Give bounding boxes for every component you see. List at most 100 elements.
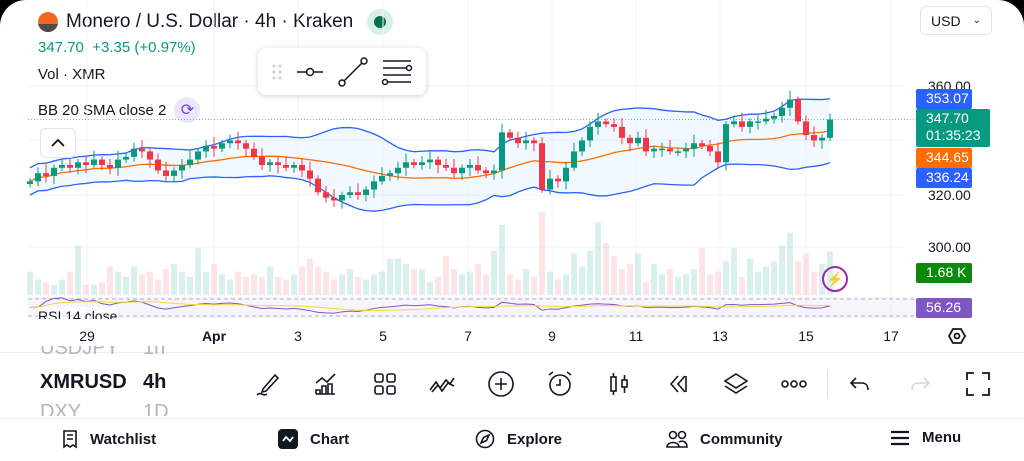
candle-body	[435, 159, 441, 166]
pencil-icon[interactable]	[254, 370, 282, 398]
candle-body	[739, 121, 745, 127]
volume-bar	[803, 253, 809, 295]
candle-body	[395, 167, 401, 174]
volume-bar	[195, 248, 201, 295]
layers-icon[interactable]	[722, 370, 750, 398]
volume-bar	[499, 224, 505, 295]
volume-bar	[579, 266, 585, 295]
candle-body	[331, 197, 337, 201]
horizontal-line-icon[interactable]	[296, 62, 324, 82]
bottom-navigation: Watchlist Chart Explore Community Menu	[0, 418, 1024, 461]
candle-body	[683, 148, 689, 152]
volume-tag: 1.68 K	[916, 263, 972, 283]
volume-bar	[467, 271, 473, 295]
candle-body	[259, 156, 265, 166]
volume-bar	[123, 276, 129, 295]
volume-bar	[595, 222, 601, 295]
candle-body	[195, 151, 201, 160]
symbol-header[interactable]: Monero / U.S. Dollar · 4h · Kraken	[38, 9, 394, 35]
nav-chart[interactable]: Chart	[278, 429, 349, 449]
symbol-picker[interactable]: USDJPY 1h XMRUSD 4h DXY 1D	[40, 346, 180, 416]
candles-icon[interactable]	[605, 370, 633, 398]
interval-option[interactable]: 1h	[143, 346, 166, 359]
rsi-pane	[28, 297, 915, 318]
candle-body	[411, 162, 417, 166]
symbol-selected[interactable]: XMRUSD	[40, 370, 127, 393]
currency-select[interactable]: USD ⌄	[920, 6, 992, 35]
candle-body	[251, 148, 257, 157]
nav-menu[interactable]: Menu	[890, 429, 961, 446]
volume-bar	[763, 266, 769, 295]
rsi-legend[interactable]: RSI 14 close	[38, 307, 118, 319]
interval-option[interactable]: 1D	[143, 400, 169, 417]
volume-bar	[243, 276, 249, 295]
nav-label: Chart	[310, 430, 350, 448]
volume-bar	[219, 274, 225, 295]
drag-handle-icon[interactable]	[271, 62, 283, 82]
price-chart[interactable]	[0, 0, 1024, 350]
candle-body	[715, 151, 721, 163]
volume-bar	[99, 282, 105, 295]
watchlist-icon	[63, 430, 77, 449]
trend-line-icon[interactable]	[338, 56, 368, 87]
replay-icon[interactable]	[664, 370, 692, 398]
time-label: 9	[548, 328, 556, 344]
volume-bar	[331, 279, 337, 295]
candle-body	[803, 121, 809, 136]
candle-body	[667, 148, 673, 152]
parallel-channel-icon[interactable]	[381, 58, 413, 86]
candle-body	[475, 165, 481, 171]
candle-body	[747, 121, 753, 127]
candle-body	[771, 115, 777, 119]
candle-body	[427, 159, 433, 163]
candle-body	[243, 143, 249, 149]
collapse-legend-button[interactable]	[40, 128, 76, 158]
candle-body	[211, 145, 217, 149]
undo-icon[interactable]	[846, 370, 874, 398]
symbol-title: Monero / U.S. Dollar · 4h · Kraken	[66, 11, 354, 32]
nav-label: Community	[700, 430, 783, 448]
lightning-icon[interactable]: ⚡	[822, 266, 848, 292]
refresh-icon[interactable]: ⟳	[174, 97, 201, 123]
volume-bar	[91, 284, 97, 295]
bb-lower-tag: 336.24	[916, 168, 972, 188]
fullscreen-icon[interactable]	[964, 370, 992, 398]
volume-bar	[179, 271, 185, 295]
bb-upper-tag: 353.07	[916, 89, 972, 109]
candle-body	[443, 165, 449, 168]
layout-grid-icon[interactable]	[371, 370, 399, 398]
symbol-option[interactable]: DXY	[40, 400, 82, 417]
candle-body	[155, 159, 161, 171]
alarm-icon[interactable]	[546, 370, 574, 398]
more-icon[interactable]	[780, 370, 808, 398]
interval-selected[interactable]: 4h	[143, 370, 167, 393]
candle-body	[163, 170, 169, 176]
indicators-icon[interactable]	[312, 370, 340, 398]
candle-body	[179, 165, 185, 171]
candle-body	[507, 132, 513, 138]
time-label: 5	[379, 328, 387, 344]
volume-bar	[715, 271, 721, 295]
volume-bar	[523, 269, 529, 295]
volume-bar	[651, 263, 657, 295]
candle-body	[379, 175, 385, 182]
volume-bar	[747, 258, 753, 295]
add-icon[interactable]	[487, 370, 515, 398]
volume-bar	[555, 279, 561, 295]
bollinger-legend[interactable]: BB 20 SMA close 2 ⟳	[38, 97, 201, 123]
nav-community[interactable]: Community	[666, 429, 783, 449]
volume-bar	[163, 269, 169, 295]
symbol-option[interactable]: USDJPY	[40, 346, 119, 359]
settings-icon[interactable]	[948, 327, 966, 345]
redo-icon[interactable]	[906, 370, 934, 398]
volume-legend[interactable]: Vol · XMR	[38, 66, 106, 83]
candle-body	[371, 181, 377, 190]
volume-bar	[147, 271, 153, 295]
trend-tools-icon[interactable]	[428, 370, 456, 398]
volume-bar	[507, 274, 513, 295]
candle-body	[387, 173, 393, 176]
candle-body	[115, 159, 121, 168]
last-price: 347.70	[38, 39, 84, 56]
nav-explore[interactable]: Explore	[475, 429, 562, 449]
nav-watchlist[interactable]: Watchlist	[62, 429, 156, 449]
